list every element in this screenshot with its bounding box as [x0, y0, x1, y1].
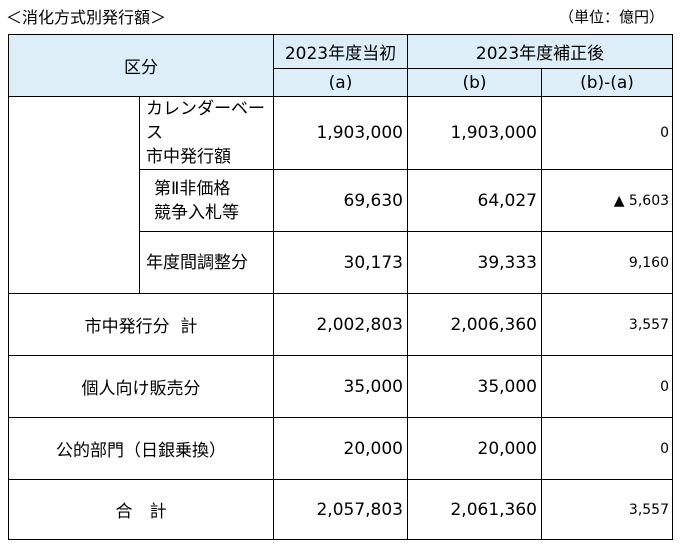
header-row-1: 区分 2023年度当初 2023年度補正後: [8, 34, 674, 97]
value-diff: ▲ 5,603: [540, 169, 674, 232]
value-a: 35,000: [273, 355, 408, 418]
blank-cell: [8, 231, 140, 294]
row-label: 第Ⅱ非価格 競争入札等: [139, 169, 274, 232]
table-row: カレンダーベース 市中発行額 1,903,000 1,903,000 0: [8, 96, 674, 170]
total-value-a: 2,057,803: [273, 479, 408, 540]
header-col-diff: (b)-(a): [540, 68, 674, 97]
header-col-b-sub: (b): [407, 68, 542, 97]
table-row: 第Ⅱ非価格 競争入札等 69,630 64,027 ▲ 5,603: [8, 169, 674, 232]
row-label: 市中発行分 計: [8, 293, 274, 356]
value-b: 1,903,000: [407, 96, 542, 170]
row-label: 年度間調整分: [139, 231, 274, 294]
value-a: 69,630: [273, 169, 408, 232]
value-b: 35,000: [407, 355, 542, 418]
table-row: 個人向け販売分 35,000 35,000 0: [8, 355, 674, 418]
value-diff: 0: [540, 355, 674, 418]
value-b: 2,006,360: [407, 293, 542, 356]
unit-note: （単位：億円）: [558, 8, 664, 26]
table-row: 公的部門（日銀乗換） 20,000 20,000 0: [8, 417, 674, 480]
header-col-a: 2023年度当初: [273, 34, 408, 69]
value-b: 39,333: [407, 231, 542, 294]
value-diff: 3,557: [540, 293, 674, 356]
value-a: 30,173: [273, 231, 408, 294]
table-caption: ＜消化方式別発行額＞: [6, 8, 167, 27]
header-col-b: 2023年度補正後: [406, 34, 674, 69]
total-value-diff: 3,557: [540, 479, 674, 540]
value-diff: 0: [540, 96, 674, 170]
value-diff: 0: [540, 417, 674, 480]
issuance-table: 区分 2023年度当初 2023年度補正後 (a) (b) (b)-(a) カレ…: [8, 34, 674, 540]
header-row-2: (a) (b) (b)-(a): [9, 68, 674, 97]
value-a: 2,002,803: [273, 293, 408, 356]
total-value-b: 2,061,360: [407, 479, 542, 540]
value-a: 1,903,000: [273, 96, 408, 170]
value-diff: 9,160: [540, 231, 674, 294]
table-row: 市中発行分 計 2,002,803 2,006,360 3,557: [8, 293, 674, 356]
value-b: 20,000: [407, 417, 542, 480]
header-category: 区分: [8, 34, 274, 97]
value-a: 20,000: [273, 417, 408, 480]
header-col-a-sub: (a): [273, 68, 408, 97]
row-label: 個人向け販売分: [8, 355, 274, 418]
row-label: カレンダーベース 市中発行額: [139, 96, 274, 170]
blank-cell: [8, 169, 140, 232]
blank-cell: [8, 96, 140, 170]
table-row: 年度間調整分 30,173 39,333 9,160: [8, 231, 674, 294]
total-row: 合 計 2,057,803 2,061,360 3,557: [8, 479, 674, 540]
row-label: 公的部門（日銀乗換）: [8, 417, 274, 480]
value-b: 64,027: [407, 169, 542, 232]
total-label: 合 計: [8, 479, 274, 540]
